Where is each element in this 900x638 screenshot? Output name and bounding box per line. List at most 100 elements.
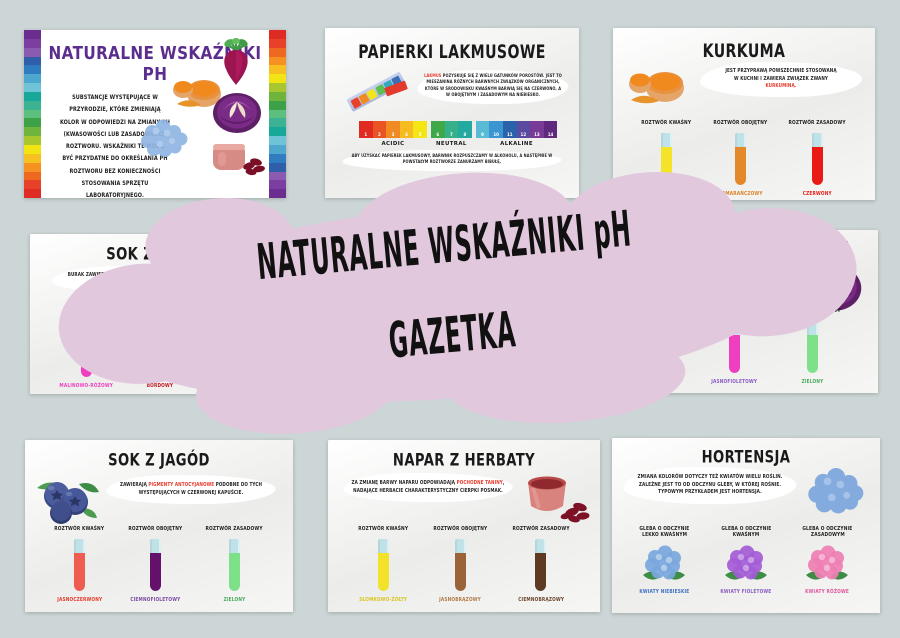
card-red-cabbage-juice[interactable]: SOK Z CZERWONEJ KAPUSTY ANTOCYJANY ZMIEN…: [598, 230, 878, 393]
test-tube: [454, 539, 466, 591]
test-tube-fill: [728, 334, 740, 373]
tube-column: ROZTWÓR OBOJĘTNY CIEMNOFIOLETOWY: [127, 526, 184, 603]
blueberries-illustration: [37, 482, 99, 524]
ph-cell-11: 11: [502, 121, 517, 138]
tea-para-lead: ZA ZMIANĘ BARWY NAPARU ODPOWIADAJĄ: [351, 480, 457, 486]
strip-band-12: [24, 136, 41, 145]
test-tube: [377, 539, 389, 591]
strip-band-3: [269, 56, 286, 66]
ph-cell-4: 4: [399, 121, 414, 138]
card-blueberry-juice[interactable]: SOK Z JAGÓD ZAWIERAJĄ PIGMENTY ANTOCYJAN…: [25, 440, 293, 612]
hydrangea-paragraph: ZMIANA KOLORÓW DOTYCZY TEŻ KWIATÓW WIELU…: [623, 467, 797, 504]
strip-band-17: [24, 180, 41, 190]
tea-para-highlight: POCHODNE TANINY: [456, 480, 503, 486]
card-natural-ph-indicators[interactable]: NATURALNE WSKAŹNIKI PH SUBSTANCJE WYSTĘP…: [24, 30, 286, 198]
test-tube-fill: [654, 334, 666, 373]
strip-band-7: [269, 91, 286, 101]
ph-cell-12: 12: [516, 121, 531, 138]
test-tube: [228, 539, 240, 591]
strip-band-4: [269, 65, 286, 75]
hydrangea-flower-row: GLEBA O ODCZYNIE LEKKO KWAŚNYM KWIATY NIEB…: [612, 526, 880, 595]
tea-tube-row: ROZTWÓR KWAŚNY SŁOMKOWO-ŻÓŁTY ROZTWÓR OBOJ…: [328, 526, 600, 603]
ph-group-label: NEUTRAL: [435, 141, 467, 147]
tube-result-label: MALINOWO-RÓŻOWY: [59, 383, 114, 389]
tube-column: ROZTWÓR OBOJĘTNY BORDOWY: [131, 312, 188, 389]
ph-cell-3: 3: [386, 121, 400, 138]
tea-cup-illustration: [528, 476, 590, 523]
berry-paragraph: ZAWIERAJĄ PIGMENTY ANTOCYJANOWE PODOBNE …: [106, 475, 276, 504]
litmus-paragraph: LAKMUS POZYSKUJE SIĘ Z WIELU GATUNKÓW PO…: [417, 70, 569, 104]
ph-cell-14: 14: [543, 121, 558, 138]
turmeric-para-line-2: W KUCHNI I ZAWIERA ZWIĄZEK ZWANY: [734, 75, 828, 82]
card-turmeric[interactable]: KURKUMA JEST PRZYPRAWĄ POWSZECHNIE STOSO…: [613, 28, 875, 200]
card-litmus-paper[interactable]: PAPIERKI LAKMUSOWE LAKMUS POZYSKUJE SIĘ …: [325, 28, 579, 198]
hydrangea-para-text: ZMIANA KOLORÓW DOTYCZY TEŻ KWIATÓW WIELU…: [637, 474, 783, 496]
soil-caption-line-2: KWAŚNYM: [732, 532, 760, 538]
strip-band-7: [24, 91, 41, 101]
strip-band-14: [24, 153, 41, 163]
litmus-footer-text: ABY UZYSKAĆ PAPIEREK LAKMUSOWY, BARWNIK …: [351, 154, 553, 166]
tube-caption: ROZTWÓR KWAŚNY: [54, 526, 105, 532]
soil-caption-line-2: ZASADOWYM: [810, 532, 845, 538]
test-tube-fill: [811, 146, 823, 185]
turmeric-para-line-1: JEST PRZYPRAWĄ POWSZECHNIE STOSOWANĄ: [725, 68, 837, 74]
turmeric-paragraph: JEST PRZYPRAWĄ POWSZECHNIE STOSOWANĄ W K…: [700, 62, 862, 97]
test-tube-fill: [231, 338, 243, 377]
ph-group-neutral: 6 7 8 NEUTRAL: [430, 121, 472, 147]
tube-caption: ROZTWÓR ZASADOWY: [512, 526, 570, 532]
ph-cell-8: 8: [458, 121, 472, 138]
litmus-paper-illustration: [343, 63, 414, 122]
test-tube: [154, 325, 166, 377]
turmeric-title: KURKUMA: [702, 40, 786, 62]
tube-column: ROZTWÓR KWAŚNY CZERWONY: [634, 308, 686, 385]
strip-band-8: [24, 100, 41, 110]
flower-column: GLEBA O ODCZYNIE KWAŚNYM KWIATY FIOLETOWE: [719, 526, 773, 595]
strip-band-5: [24, 74, 41, 84]
berry-title: SOK Z JAGÓD: [108, 451, 210, 471]
beet-paragraph: BURAK ZAWIERA PIGMENTY BETALAINOWE, KTÓR…: [51, 266, 233, 293]
test-tube-fill: [734, 146, 746, 185]
strip-band-18: [269, 189, 286, 198]
beetroot-illustration: [224, 38, 248, 85]
tube-column: ROZTWÓR KWAŚNY JASNOCZERWONY: [53, 526, 105, 603]
hydrangea-illustration-2: [808, 468, 864, 514]
test-tube-fill: [454, 552, 466, 591]
ph-cell-6: 6: [430, 121, 445, 138]
strip-band-6: [269, 83, 286, 92]
ph-cell-10: 10: [489, 121, 503, 138]
ph-cell-5: 5: [413, 121, 427, 138]
tube-caption: ROZTWÓR OBOJĘTNY: [433, 526, 488, 532]
tube-caption: ROZTWÓR KWAŚNY: [641, 120, 692, 126]
ph-cell-2: 2: [372, 121, 387, 138]
test-tube-fill: [377, 552, 389, 591]
rainbow-strip-left: [24, 30, 41, 198]
card-beet-juice[interactable]: SOK Z BURAKA BURAK ZAWIERA PIGMENTY BETA…: [30, 234, 298, 394]
test-tube: [806, 321, 818, 373]
tube-result-label: SŁOMKOWO-ŻÓŁTY: [359, 597, 408, 603]
cabbage-title: SOK Z CZERWONEJ KAPUSTY: [627, 239, 849, 259]
tube-caption: ROZTWÓR ZASADOWY: [208, 312, 266, 318]
strip-band-3: [24, 56, 41, 66]
strip-band-17: [269, 180, 286, 190]
flower-result-label: KWIATY FIOLETOWE: [720, 589, 772, 595]
strip-band-16: [269, 171, 286, 181]
cabbage-tube-row: ROZTWÓR KWAŚNY CZERWONY ROZTWÓR OBOJĘTNY JA…: [598, 308, 878, 385]
tube-result-label: POMARAŃCZOWY: [717, 191, 763, 197]
strip-band-10: [24, 118, 41, 128]
tube-column: ROZTWÓR ZASADOWY ZIELONY: [204, 526, 264, 603]
tube-column: ROZTWÓR KWAŚNY MALINOWO-RÓŻOWY: [58, 312, 114, 389]
card-tea-infusion[interactable]: NAPAR Z HERBATY ZA ZMIANĘ BARWY NAPARU O…: [328, 440, 600, 612]
beet-para-lead: BURAK ZAWIERA PIGMENTY: [67, 272, 136, 278]
berry-para-lead: ZAWIERAJĄ: [119, 482, 149, 488]
card-hydrangea[interactable]: HORTENSJA ZMIANA KOLORÓW DOTYCZY TEŻ KWI…: [612, 438, 880, 613]
strip-band-14: [269, 153, 286, 163]
berry-para-rest: PODOBNE DO TYCH WYSTĘPUJĄCYCH W CZERWONE…: [138, 482, 263, 496]
strip-band-16: [24, 171, 41, 181]
tube-column: ROZTWÓR ZASADOWY CIEMNOBRĄZOWY: [511, 526, 571, 603]
test-tube: [654, 321, 666, 373]
ph-cell-7: 7: [444, 121, 459, 138]
strip-band-9: [269, 109, 286, 119]
tea-title: NAPAR Z HERBATY: [392, 451, 536, 471]
tube-column: ROZTWÓR ZASADOWY ŻÓŁTY/POMARAŃCZOWY: [205, 312, 270, 389]
